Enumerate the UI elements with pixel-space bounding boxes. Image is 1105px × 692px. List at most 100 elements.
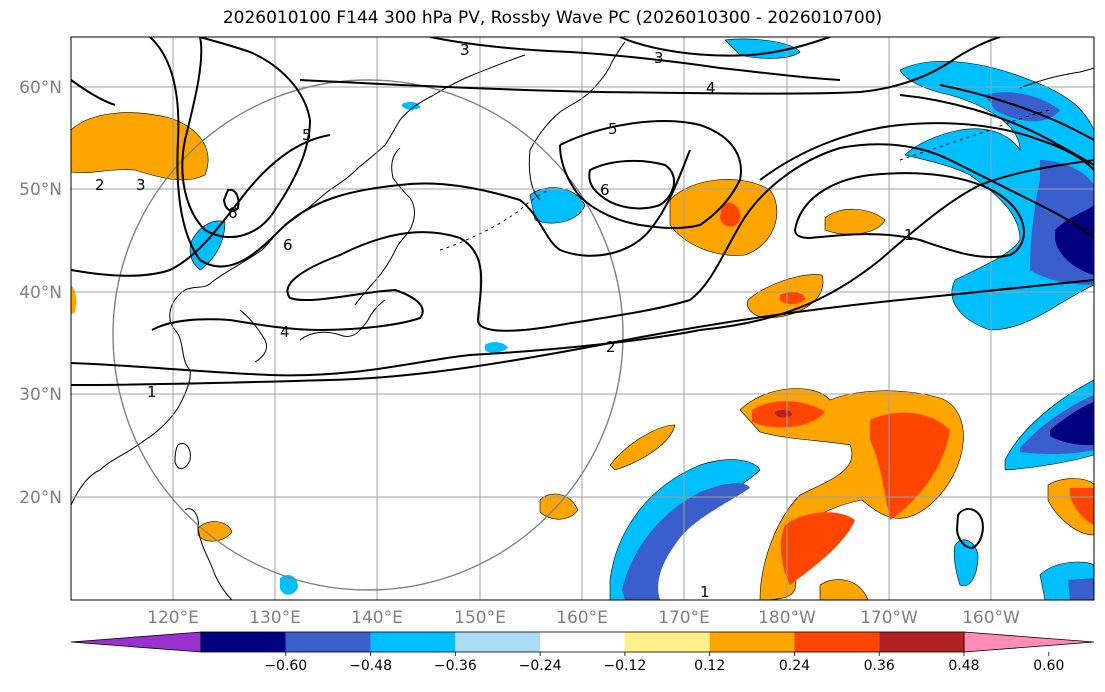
pv-contour-17	[71, 79, 116, 106]
pv-contour-5	[149, 37, 691, 268]
colorbar-tick-label: −0.12	[603, 658, 646, 674]
colorbar-tick-label: 0.24	[779, 658, 810, 674]
gridlines	[71, 37, 1094, 600]
contour-label: 3	[136, 176, 146, 194]
contour-label: 6	[228, 204, 238, 222]
contour-label: 1	[700, 583, 710, 601]
alaska-coast	[1019, 67, 1094, 89]
extreme-negative-anomaly-region	[1055, 205, 1094, 275]
lon-label: 130°E	[249, 608, 301, 628]
lon-label: 160°W	[962, 608, 1020, 628]
latitude-labels: 60°N 50°N 40°N 30°N 20°N	[19, 78, 62, 508]
contour-label: 4	[280, 323, 290, 341]
lat-label: 40°N	[19, 283, 62, 303]
colorbar-tick-label: −0.48	[349, 658, 392, 674]
pv-contour-18	[955, 508, 984, 550]
pv-contour-8	[619, 37, 831, 57]
colorbar-swatch	[285, 632, 371, 652]
lon-label: 140°E	[351, 608, 403, 628]
colorbar-tick-label: 0.48	[948, 658, 979, 674]
positive-anomaly-region	[609, 424, 676, 471]
colorbar-swatch	[709, 632, 795, 652]
kamchatka-coast-west	[528, 149, 541, 201]
lon-label: 160°E	[556, 608, 608, 628]
pv-contour-2	[71, 159, 1094, 377]
colorbar-swatch	[879, 632, 964, 652]
philippines-coast	[184, 508, 233, 600]
korea-coast	[239, 309, 268, 363]
longitude-labels: 120°E 130°E 140°E 150°E 160°E 170°E 180°…	[147, 608, 1020, 628]
colorbar-swatch	[624, 632, 710, 652]
colorbar-tick-label: 0.36	[864, 658, 895, 674]
coastlines	[71, 41, 1094, 600]
colorbar-swatch	[370, 632, 456, 652]
colorbar-tick-label: −0.24	[519, 658, 562, 674]
contour-label: 2	[606, 338, 616, 356]
lat-label: 60°N	[19, 78, 62, 98]
pv-contour-14	[899, 94, 1094, 166]
region-circle	[112, 79, 624, 591]
pv-contour-9	[299, 37, 1001, 95]
map-title: 2026010100 F144 300 hPa PV, Rossby Wave …	[222, 8, 883, 28]
pv-contour-7	[429, 37, 841, 81]
contour-label: 1	[147, 383, 157, 401]
pv-contour-6	[181, 37, 312, 239]
colorbar-swatch	[540, 632, 625, 652]
lon-label: 170°W	[860, 608, 918, 628]
contour-label: 3	[654, 49, 664, 67]
strong-negative-anomaly-region	[622, 483, 750, 600]
strong-positive-anomaly-core	[780, 292, 806, 305]
pv-contour-15	[939, 84, 1094, 141]
lat-label: 20°N	[19, 488, 62, 508]
contour-label: 3	[460, 41, 470, 59]
colorbar-tick-label: 0.12	[694, 658, 725, 674]
asia-mainland-coast	[71, 54, 526, 506]
strong-positive-anomaly-core	[720, 202, 741, 227]
colorbar-tick-label: 0.60	[1033, 658, 1064, 674]
pv-contour-12	[793, 172, 1025, 259]
contour-label: 6	[283, 236, 293, 254]
lon-label: 150°E	[454, 608, 506, 628]
negative-anomaly-region	[280, 575, 298, 595]
colorbar-swatch	[794, 632, 880, 652]
extreme-positive-anomaly-core	[775, 409, 792, 418]
kuril-chain	[439, 189, 549, 251]
colorbar-tick-label: −0.36	[434, 658, 477, 674]
negative-anomaly-region	[953, 539, 979, 587]
lon-label: 180°W	[758, 608, 816, 628]
negative-anomaly-region	[529, 187, 586, 224]
lon-label: 120°E	[147, 608, 199, 628]
pv-contour-16	[222, 188, 240, 212]
colorbar-swatch	[455, 632, 541, 652]
lat-label: 30°N	[19, 385, 62, 405]
contour-label: 6	[600, 181, 610, 199]
taiwan-coast	[174, 443, 191, 469]
strong-positive-anomaly-core	[870, 412, 950, 520]
contour-label: 2	[95, 176, 105, 194]
strong-negative-anomaly-region	[1068, 578, 1094, 600]
contour-label: 5	[302, 126, 312, 144]
pv-contour-3	[151, 143, 1094, 332]
negative-anomaly-region	[724, 38, 801, 59]
contour-label: 1	[904, 226, 914, 244]
japan-south-coast	[299, 299, 386, 341]
contour-labels: 3 3 4 5 5 6 6 2 3 6 4 1 2 1 1	[95, 41, 914, 601]
positive-anomaly-region	[71, 112, 209, 181]
colorbar: −0.60 −0.48 −0.36 −0.24 −0.12 0.12 0.24 0.36 0.4…	[70, 631, 1095, 674]
negative-anomaly-region	[485, 342, 508, 353]
map-frame	[70, 36, 1095, 601]
colorbar-swatch	[201, 632, 286, 652]
lon-label: 170°E	[658, 608, 710, 628]
strong-positive-anomaly-core	[780, 512, 855, 585]
pv-contour-4	[71, 134, 331, 277]
japan-coast	[354, 147, 415, 306]
extreme-negative-anomaly-region	[1050, 402, 1094, 446]
pv-contour-11	[588, 159, 675, 210]
colorbar-extend-low	[70, 631, 202, 653]
contour-label: 4	[706, 79, 716, 97]
pv-contour-10	[559, 120, 742, 229]
positive-anomaly-region	[197, 521, 233, 542]
colorbar-outline	[200, 631, 965, 653]
positive-anomaly-region	[824, 208, 886, 235]
